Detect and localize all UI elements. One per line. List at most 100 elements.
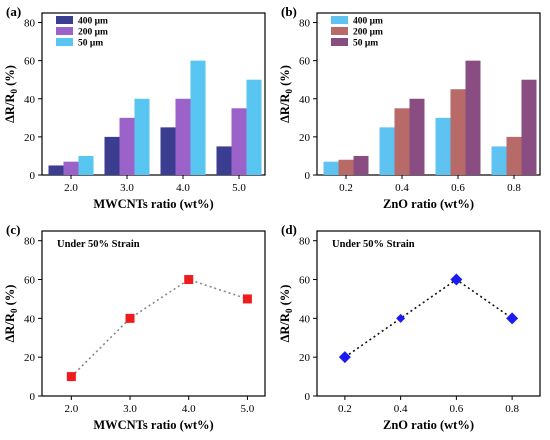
y-tick-label: 0 (30, 391, 36, 403)
legend-swatch (331, 27, 348, 35)
bar (134, 98, 150, 175)
x-tick-label: 2.0 (64, 182, 78, 194)
data-point (450, 273, 463, 286)
bar (231, 108, 247, 175)
legend-label: 400 μm (78, 17, 108, 27)
y-tick-label: 80 (24, 18, 36, 30)
panel-b: 0 20 40 60 80 ΔR/R0 (%) ZnO ratio (wt%) (b) 0.2 0… (275, 0, 550, 218)
legend-swatch (56, 16, 73, 24)
bar (409, 98, 425, 175)
y-axis-label: ΔR/R0 (%) (3, 65, 19, 123)
x-tick-label: 0.8 (505, 403, 519, 415)
x-tick-label: 4.0 (182, 403, 196, 415)
bar-chart-mwcnts: 0 20 40 60 80 ΔR/R0 (%) MWCNTs ratio (wt%) (a) 2… (3, 4, 266, 211)
panel-c: 0 20 40 60 80 ΔR/R0 (%) MWCNTs ratio (wt%) (c) 2… (0, 218, 275, 435)
y-tick-label: 40 (24, 313, 36, 325)
bar (104, 136, 120, 175)
legend-label: 400 μm (353, 17, 383, 27)
x-tick-label: 3.0 (123, 403, 137, 415)
y-tick-label: 60 (299, 275, 311, 287)
bar (119, 117, 135, 175)
y-axis-label: ΔR/R0 (%) (278, 65, 294, 123)
bar (246, 79, 262, 175)
x-axis-label: ZnO ratio (wt%) (383, 197, 474, 211)
scatter-chart-zno: 0 20 40 60 80 ΔR/R0 (%) ZnO ratio (wt%) (d) 0.2 0… (278, 222, 541, 432)
data-point (396, 313, 406, 323)
bar (394, 108, 410, 175)
legend-label: 200 μm (353, 28, 383, 38)
bar (323, 161, 339, 175)
y-tick-label: 20 (24, 352, 36, 364)
bar (63, 161, 79, 175)
x-tick-label: 0.8 (507, 182, 521, 194)
y-tick-label: 20 (24, 132, 36, 144)
x-axis-label: ZnO ratio (wt%) (383, 418, 474, 432)
y-tick-label: 80 (24, 236, 36, 248)
x-tick-label: 4.0 (176, 182, 190, 194)
x-axis-label: MWCNTs ratio (wt%) (93, 418, 213, 432)
x-tick-label: 0.4 (395, 182, 409, 194)
bar (353, 155, 369, 175)
legend-swatch (331, 38, 348, 46)
x-tick-label: 0.6 (450, 403, 464, 415)
scatter-chart-mwcnts: 0 20 40 60 80 ΔR/R0 (%) MWCNTs ratio (wt%) (c) 2… (3, 222, 266, 432)
y-tick-label: 40 (24, 94, 36, 106)
legend-label: 200 μm (78, 28, 108, 38)
bar (491, 146, 507, 175)
bar (78, 155, 94, 175)
y-tick-label: 60 (299, 56, 311, 68)
y-tick-label: 40 (299, 313, 311, 325)
bar (48, 165, 64, 175)
y-tick-label: 20 (299, 352, 311, 364)
annotation-text: Under 50% Strain (57, 239, 140, 250)
legend-label: 50 μm (78, 39, 103, 49)
legend-label: 50 μm (353, 39, 378, 49)
x-tick-label: 5.0 (241, 403, 255, 415)
bar (521, 79, 537, 175)
x-tick-label: 0.6 (451, 182, 465, 194)
legend-swatch (331, 16, 348, 24)
y-tick-label: 80 (299, 236, 311, 248)
bar (216, 146, 232, 175)
y-tick-label: 0 (305, 170, 311, 182)
y-tick-label: 0 (30, 170, 36, 182)
y-tick-label: 60 (24, 275, 36, 287)
panel-label: (b) (281, 4, 297, 19)
series-line (344, 278, 513, 358)
y-tick-label: 20 (299, 132, 311, 144)
plot-frame (41, 230, 266, 397)
bar (465, 60, 481, 175)
x-tick-label: 2.0 (64, 403, 78, 415)
bar (450, 89, 466, 175)
panel-label: (c) (6, 222, 20, 237)
x-axis-label: MWCNTs ratio (wt%) (93, 197, 213, 211)
panel-d: 0 20 40 60 80 ΔR/R0 (%) ZnO ratio (wt%) (d) 0.2 0… (275, 218, 550, 435)
annotation-text: Under 50% Strain (332, 239, 415, 250)
data-point (66, 372, 76, 382)
y-tick-label: 80 (299, 18, 311, 30)
x-tick-label: 0.4 (394, 403, 408, 415)
y-axis-label: ΔR/R0 (%) (278, 285, 294, 343)
data-point (338, 351, 351, 364)
bar (338, 159, 354, 175)
bar (506, 136, 522, 175)
data-point (184, 275, 194, 285)
bar (175, 98, 191, 175)
bar (190, 60, 206, 175)
panel-a: 0 20 40 60 80 ΔR/R0 (%) MWCNTs ratio (wt%) (a) 2… (0, 0, 275, 218)
x-tick-label: 0.2 (338, 403, 352, 415)
bar (160, 127, 176, 175)
y-tick-label: 60 (24, 56, 36, 68)
legend-swatch (56, 38, 73, 46)
bar (379, 127, 395, 175)
y-tick-label: 40 (299, 94, 311, 106)
bar-chart-zno: 0 20 40 60 80 ΔR/R0 (%) ZnO ratio (wt%) (b) 0.2 0… (278, 4, 541, 211)
data-point (242, 294, 252, 304)
series-line (70, 278, 248, 378)
panel-label: (a) (6, 4, 21, 19)
plot-frame (316, 12, 541, 176)
bar (435, 117, 451, 175)
x-tick-label: 3.0 (120, 182, 134, 194)
legend-swatch (56, 27, 73, 35)
data-point (125, 313, 135, 323)
